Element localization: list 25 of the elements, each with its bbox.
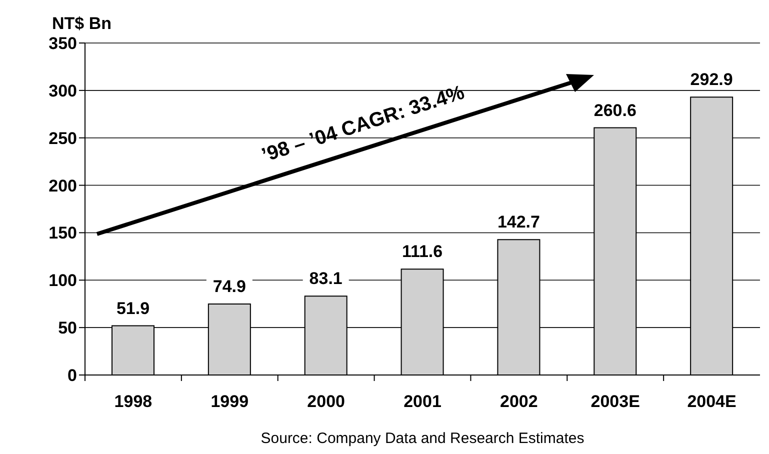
y-axis-title: NT$ Bn — [52, 14, 112, 34]
x-tick-label: 2001 — [404, 392, 442, 412]
y-tick-label: 0 — [68, 366, 77, 386]
data-label: 51.9 — [116, 298, 150, 318]
data-label: 142.7 — [497, 212, 540, 232]
data-label: 111.6 — [402, 242, 443, 262]
data-label: 292.9 — [690, 70, 733, 90]
x-tick-label: 1999 — [210, 392, 249, 412]
y-tick-label: 100 — [48, 271, 77, 290]
x-tick-label: 2000 — [307, 392, 345, 412]
data-label: 260.6 — [594, 100, 636, 120]
data-label: 83.1 — [309, 269, 342, 288]
x-tick-label: 1998 — [114, 392, 152, 412]
data-label: 74.9 — [212, 276, 246, 296]
x-tick-label: 2003E — [590, 392, 640, 412]
y-tick-label: 200 — [48, 176, 77, 196]
x-tick-label: 2002 — [500, 392, 538, 412]
y-tick-label: 250 — [48, 128, 77, 148]
y-tick-label: 150 — [48, 224, 77, 243]
y-tick-label: 300 — [48, 81, 77, 100]
annotation: ’98 – ’04 CAGR: 33.4% — [259, 82, 468, 167]
y-tick-label: 50 — [58, 318, 77, 338]
source-note: Source: Company Data and Research Estimates — [260, 430, 586, 447]
x-tick-label: 2004E — [687, 392, 736, 412]
y-tick-label: 350 — [48, 34, 77, 54]
